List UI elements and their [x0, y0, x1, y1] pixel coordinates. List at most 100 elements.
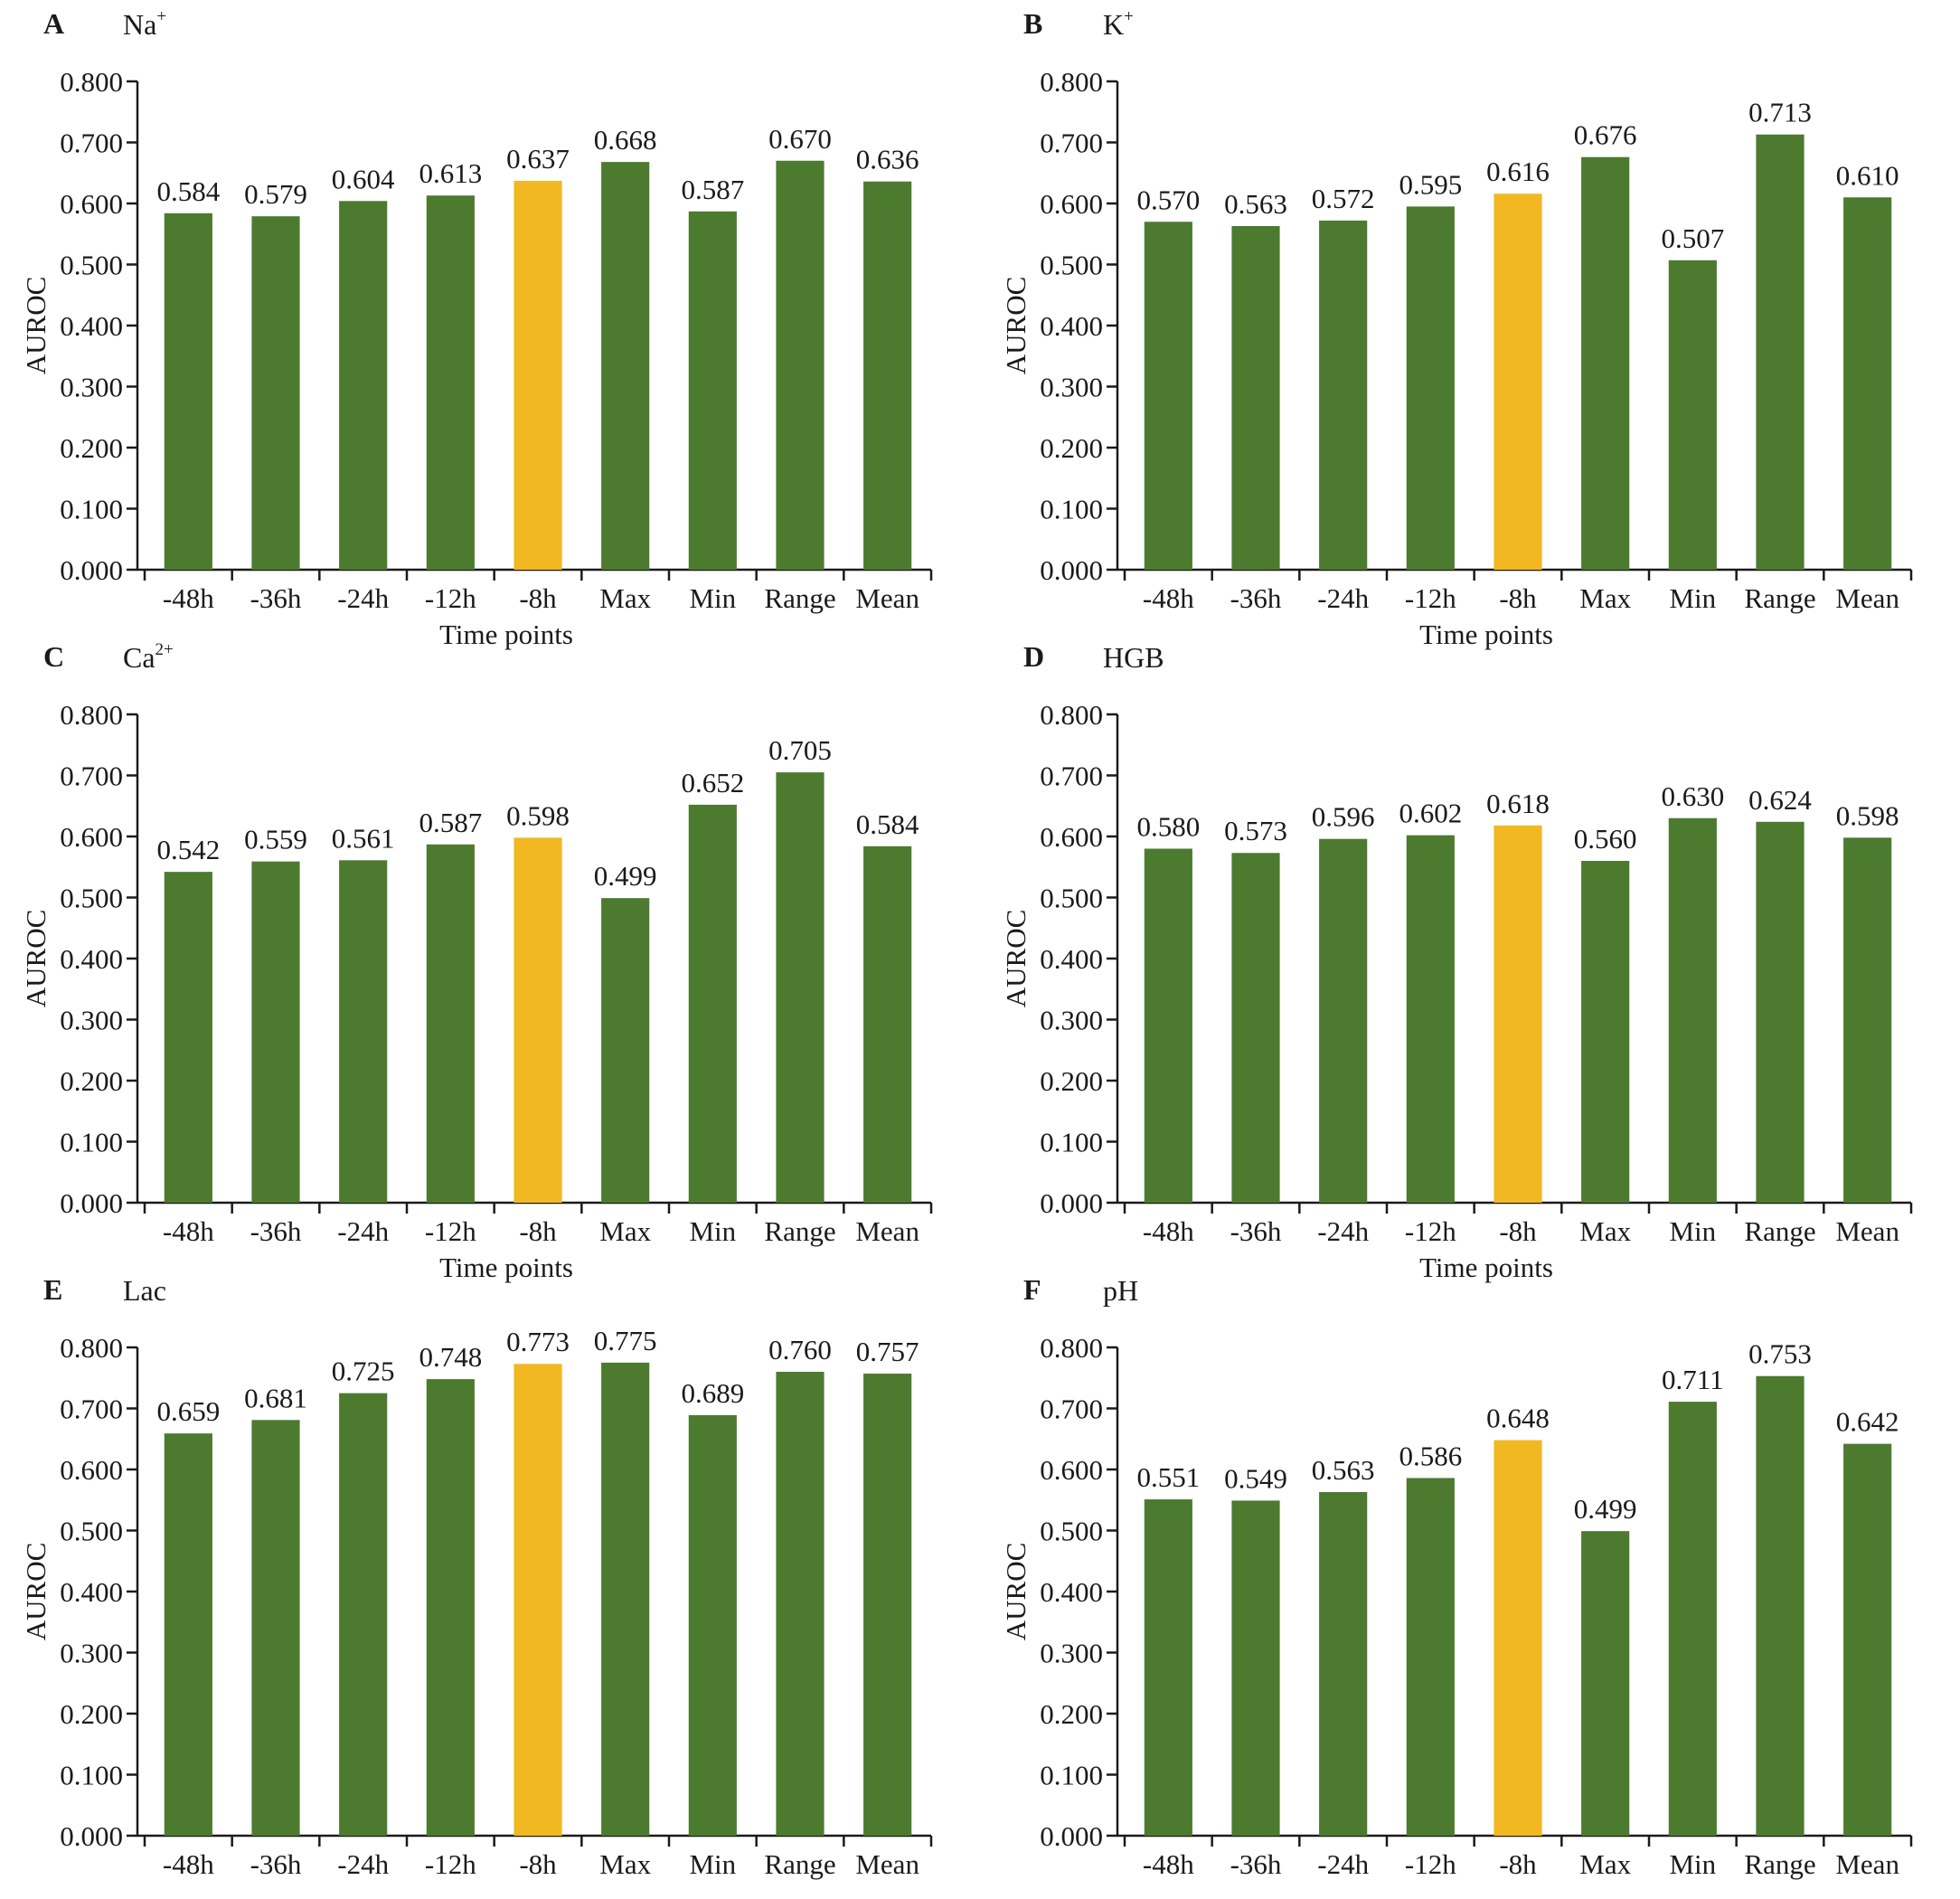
bar-chart-svg: 0.000 0.100 0.200 0.300 0.400 0.500 0.600 0.700…	[60, 66, 933, 614]
bar-value-label: 0.725	[332, 1356, 395, 1387]
panel-label: C	[43, 640, 65, 673]
x-tick-label: -8h	[519, 582, 557, 614]
x-tick-label: Mean	[855, 1848, 919, 1880]
x-tick-label: Mean	[1835, 582, 1899, 614]
panel-label: D	[1023, 640, 1045, 673]
y-tick-label: 0.000	[1040, 554, 1103, 586]
bar-value-label: 0.604	[332, 163, 395, 194]
bar	[339, 1393, 388, 1836]
y-tick-label: 0.100	[1040, 1760, 1103, 1791]
bar-highlight	[514, 181, 562, 570]
bar	[339, 201, 388, 571]
bar-value-label: 0.598	[506, 799, 570, 831]
chart-panel-c: C Ca2+ AUROC Time points 0.000 0.100 0.200…	[0, 633, 980, 1283]
panel-title-text: K	[1103, 8, 1125, 41]
bar-value-label: 0.584	[856, 808, 919, 840]
bar	[1319, 838, 1368, 1203]
y-tick-label: 0.000	[1040, 1820, 1103, 1852]
y-tick-label: 0.800	[1040, 66, 1103, 98]
bar-value-label: 0.580	[1136, 811, 1200, 843]
x-tick-label: Min	[1669, 1215, 1716, 1247]
bar-value-label: 0.636	[856, 144, 919, 175]
bar-value-label: 0.602	[1399, 798, 1462, 829]
bar	[1231, 853, 1280, 1203]
bar-value-label: 0.551	[1136, 1461, 1200, 1493]
bar	[863, 846, 912, 1203]
x-tick-label: -12h	[425, 1215, 476, 1247]
y-tick-label: 0.600	[60, 821, 123, 853]
x-tick-label: -8h	[519, 1848, 557, 1880]
bar-value-label: 0.561	[332, 822, 395, 854]
panel-title: Na+	[123, 7, 166, 42]
x-tick-label: Range	[764, 1848, 835, 1880]
panel-title-text: Ca	[123, 641, 155, 674]
bar	[863, 1374, 912, 1836]
x-tick-label: -48h	[163, 1215, 214, 1247]
bar-value-label: 0.748	[419, 1341, 482, 1373]
x-tick-label: Max	[1579, 582, 1631, 614]
bar-value-label: 0.559	[244, 824, 307, 855]
bar	[1144, 1499, 1192, 1836]
y-tick-label: 0.700	[60, 1394, 123, 1425]
panel-title-superscript: 2+	[155, 640, 174, 659]
panel-title: K+	[1103, 7, 1134, 42]
x-tick-label: -8h	[1499, 582, 1537, 614]
y-tick-label: 0.800	[60, 699, 123, 731]
y-tick-label: 0.300	[1040, 1638, 1103, 1669]
bar	[1756, 1375, 1805, 1836]
panel-title-superscript: +	[1124, 7, 1134, 26]
bar-highlight	[1494, 1440, 1542, 1836]
bar-highlight	[1494, 825, 1542, 1203]
x-tick-label: -24h	[1317, 582, 1369, 614]
x-tick-label: -24h	[1317, 1215, 1369, 1247]
x-tick-label: Max	[599, 582, 651, 614]
x-tick-label: Range	[1744, 1215, 1815, 1247]
x-tick-label: Mean	[855, 1215, 919, 1247]
chart-panel-e: E Lac AUROC 0.000 0.100 0.200 0.300 0.400 0.5…	[0, 1266, 980, 1899]
y-tick-label: 0.000	[60, 554, 123, 586]
bar-value-label: 0.753	[1748, 1338, 1812, 1370]
bar-value-label: 0.542	[156, 834, 220, 865]
panel-label: E	[43, 1273, 63, 1306]
y-tick-label: 0.000	[1040, 1187, 1103, 1219]
panel-title: pH	[1103, 1273, 1138, 1308]
y-tick-label: 0.400	[60, 1576, 123, 1608]
bar	[1406, 1478, 1455, 1836]
panel-title: Lac	[123, 1273, 166, 1308]
bar	[1406, 206, 1455, 570]
bar-highlight	[1494, 194, 1542, 570]
x-tick-label: -24h	[1317, 1848, 1369, 1880]
y-tick-label: 0.700	[60, 128, 123, 159]
y-tick-label: 0.200	[1040, 432, 1103, 464]
y-tick-label: 0.200	[60, 1065, 123, 1097]
bar	[601, 898, 650, 1203]
x-tick-label: -48h	[1143, 1215, 1194, 1247]
x-tick-label: Range	[1744, 1848, 1815, 1880]
bar	[1843, 197, 1892, 570]
bar-value-label: 0.642	[1836, 1406, 1899, 1438]
x-axis-label: Time points	[1419, 1252, 1553, 1283]
y-tick-label: 0.300	[1040, 1005, 1103, 1036]
x-tick-label: -12h	[425, 582, 476, 614]
bar-value-label: 0.616	[1486, 156, 1550, 187]
y-tick-label: 0.600	[60, 1454, 123, 1486]
bar-value-label: 0.563	[1312, 1454, 1375, 1486]
x-tick-label: Mean	[1835, 1848, 1899, 1880]
bar-value-label: 0.584	[156, 175, 220, 207]
x-tick-label: Min	[689, 1215, 736, 1247]
bar-value-label: 0.499	[1574, 1493, 1637, 1525]
y-tick-label: 0.500	[60, 250, 123, 281]
bar-value-label: 0.563	[1224, 188, 1287, 220]
bar-value-label: 0.596	[1312, 801, 1375, 833]
y-tick-label: 0.500	[60, 883, 123, 914]
bar-value-label: 0.549	[1224, 1462, 1287, 1494]
y-tick-label: 0.100	[1040, 1127, 1103, 1158]
y-tick-label: 0.000	[60, 1820, 123, 1852]
x-tick-label: -12h	[425, 1848, 476, 1880]
bar	[1144, 848, 1192, 1203]
x-axis-label: Time points	[1419, 619, 1553, 650]
bar	[164, 213, 212, 571]
bar	[1843, 1443, 1892, 1836]
bar-chart-svg: 0.000 0.100 0.200 0.300 0.400 0.500 0.600 0.700…	[60, 699, 933, 1247]
y-tick-label: 0.500	[1040, 250, 1103, 281]
